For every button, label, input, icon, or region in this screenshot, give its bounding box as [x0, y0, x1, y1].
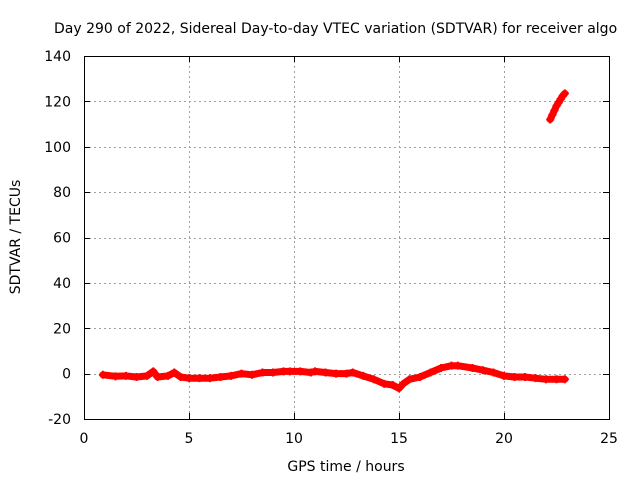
- data-point: [542, 375, 550, 384]
- data-point: [227, 371, 235, 380]
- y-tick-label: 20: [53, 321, 71, 337]
- data-point: [479, 366, 487, 375]
- series-band: [99, 362, 569, 392]
- axis-ticks: [84, 56, 610, 420]
- data-point: [122, 371, 130, 380]
- series-sdtvar: [98, 361, 569, 393]
- x-tick-label: 0: [80, 431, 89, 447]
- data-point: [149, 367, 158, 376]
- data-point: [311, 367, 319, 376]
- data-point: [248, 370, 256, 379]
- data-point: [395, 384, 403, 393]
- data-point: [548, 110, 557, 119]
- data-point: [453, 361, 462, 370]
- y-tick-label: 40: [53, 276, 71, 292]
- data-point: [489, 368, 498, 377]
- data-point: [285, 367, 294, 376]
- chart-title: Day 290 of 2022, Sidereal Day-to-day VTE…: [54, 21, 617, 37]
- data-point: [552, 375, 561, 384]
- data-point: [546, 115, 555, 124]
- y-tick-label: 60: [53, 231, 71, 247]
- data-point: [269, 368, 277, 377]
- data-point: [321, 368, 330, 377]
- data-point: [468, 363, 477, 372]
- data-point: [132, 373, 141, 382]
- data-point: [531, 374, 540, 383]
- data-point: [296, 367, 305, 376]
- y-tick-labels: -20 0 20 40 60 80 100 120 140: [44, 49, 71, 428]
- y-tick-label: -20: [48, 412, 71, 428]
- x-tick-label: 15: [390, 431, 408, 447]
- data-point: [369, 375, 378, 384]
- data-point: [380, 379, 389, 388]
- data-point: [206, 374, 214, 383]
- x-tick-labels: 0 5 10 15 20 25: [80, 431, 618, 447]
- data-point: [388, 380, 397, 389]
- data-point: [342, 369, 351, 378]
- x-tick-label: 10: [285, 431, 303, 447]
- y-tick-label: 80: [53, 185, 71, 201]
- x-tick-label: 5: [185, 431, 194, 447]
- y-tick-label: 0: [62, 367, 71, 383]
- data-point: [164, 371, 172, 380]
- series-sdtvar-late-segment: [546, 89, 569, 124]
- data-point: [348, 368, 357, 377]
- y-tick-label: 100: [44, 140, 71, 156]
- data-point: [258, 368, 267, 377]
- x-tick-label: 20: [495, 431, 513, 447]
- data-point: [500, 371, 508, 380]
- x-tick-label: 25: [600, 431, 618, 447]
- data-point: [153, 373, 162, 382]
- data-point: [359, 371, 368, 380]
- data-point: [416, 373, 424, 382]
- data-point: [399, 379, 408, 388]
- plot-points: [98, 89, 569, 393]
- data-point: [332, 369, 340, 378]
- data-point: [98, 370, 107, 379]
- data-point: [437, 363, 445, 372]
- x-axis-label: GPS time / hours: [287, 459, 404, 475]
- data-point: [306, 368, 315, 377]
- data-point: [426, 368, 435, 377]
- data-point: [521, 373, 529, 382]
- y-tick-label: 120: [44, 94, 71, 110]
- grid: [84, 56, 609, 419]
- data-point: [143, 371, 151, 380]
- data-point: [185, 374, 193, 383]
- data-point: [176, 373, 185, 382]
- y-axis-label: SDTVAR / TECUs: [8, 180, 24, 295]
- data-point: [560, 375, 569, 384]
- data-point: [237, 369, 246, 378]
- data-point: [111, 372, 120, 381]
- data-point: [560, 89, 569, 98]
- data-point: [550, 106, 559, 115]
- data-point: [216, 373, 225, 382]
- data-point: [405, 375, 414, 384]
- data-point: [170, 368, 179, 377]
- data-point: [195, 374, 204, 383]
- data-point: [510, 373, 519, 382]
- y-tick-label: 140: [44, 49, 71, 65]
